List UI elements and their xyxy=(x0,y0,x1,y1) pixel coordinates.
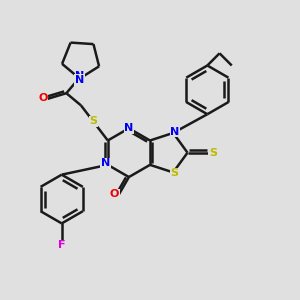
Text: N: N xyxy=(75,71,84,81)
Text: N: N xyxy=(101,158,110,168)
Text: S: S xyxy=(170,168,178,178)
Text: S: S xyxy=(209,148,217,158)
Text: O: O xyxy=(38,93,47,103)
Text: O: O xyxy=(110,190,119,200)
Text: N: N xyxy=(170,127,180,137)
Text: S: S xyxy=(89,116,98,127)
Text: N: N xyxy=(75,75,84,85)
Text: N: N xyxy=(124,123,134,133)
Text: F: F xyxy=(58,240,65,250)
